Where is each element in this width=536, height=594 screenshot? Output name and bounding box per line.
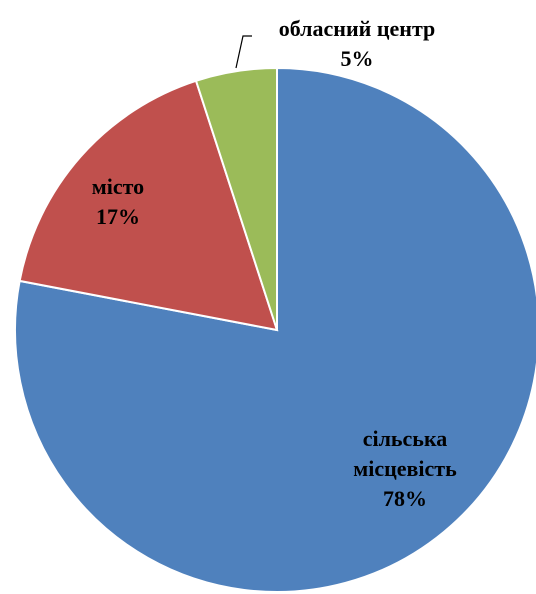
- data-label: сільська місцевість 78%: [320, 424, 490, 514]
- leader-line: [235, 35, 252, 69]
- value-label: 78%: [383, 486, 427, 511]
- value-label: 5%: [340, 46, 374, 71]
- category-label: сільська місцевість: [353, 426, 457, 481]
- pie-slice: [194, 66, 278, 331]
- value-label: 17%: [96, 204, 140, 229]
- data-label: обласний центр 5%: [237, 14, 477, 74]
- category-label: місто: [91, 174, 145, 199]
- data-label: місто 17%: [58, 172, 178, 232]
- category-label: обласний центр: [278, 16, 436, 41]
- pie-slice: [18, 79, 279, 332]
